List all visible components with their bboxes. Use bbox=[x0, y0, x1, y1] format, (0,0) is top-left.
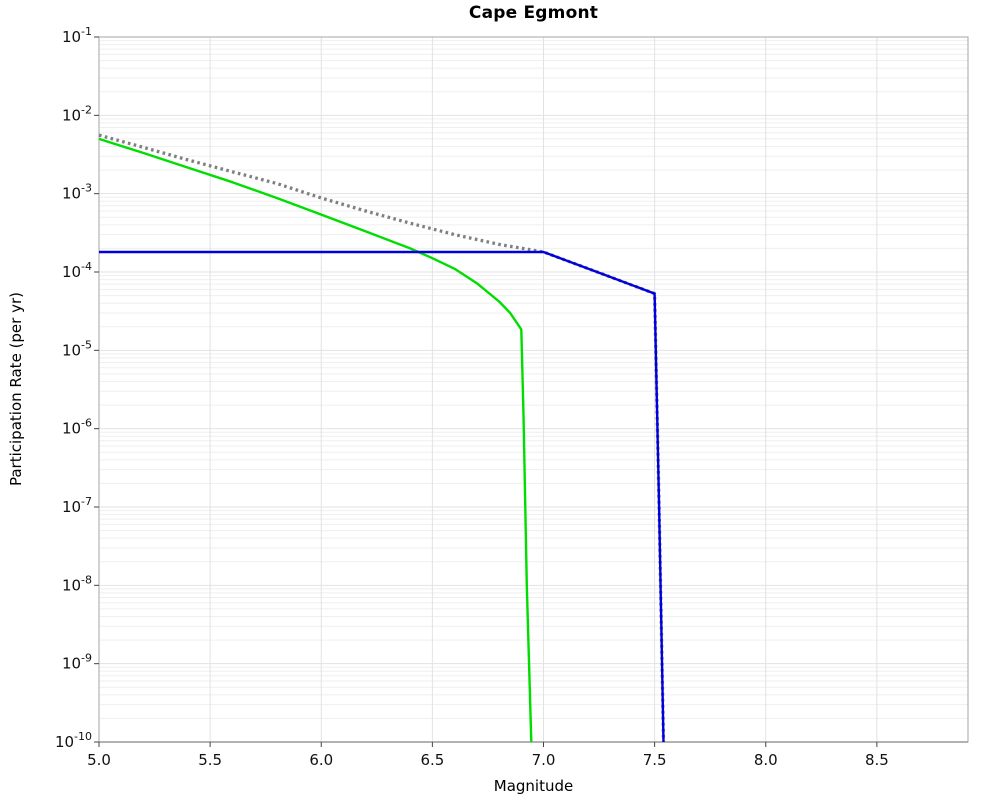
y-tick-label: 10-2 bbox=[62, 103, 92, 124]
y-tick-label: 10-5 bbox=[62, 338, 92, 359]
y-tick-label: 10-1 bbox=[62, 25, 92, 46]
y-tick-label: 10-3 bbox=[62, 182, 92, 203]
series-blue-solid-line bbox=[99, 250, 665, 743]
chart-title: Cape Egmont bbox=[468, 3, 599, 23]
y-tick-label: 10-4 bbox=[62, 260, 92, 281]
series-green-solid-line bbox=[98, 137, 533, 743]
axes-border bbox=[98, 36, 969, 743]
series-gray-dotted-line bbox=[98, 133, 666, 743]
x-tick-label: 7.5 bbox=[643, 751, 667, 769]
y-tick-label: 10-10 bbox=[55, 730, 92, 751]
x-tick-label: 5.5 bbox=[198, 751, 222, 769]
y-tick-label: 10-8 bbox=[62, 573, 92, 594]
x-tick-label: 7.0 bbox=[532, 751, 556, 769]
y-tick-label: 10-7 bbox=[62, 495, 92, 516]
y-tick-label: 10-9 bbox=[62, 652, 92, 673]
x-tick-label: 8.5 bbox=[865, 751, 889, 769]
x-axis-label: Magnitude bbox=[493, 777, 574, 795]
x-tick-label: 5.0 bbox=[87, 751, 111, 769]
y-tick-label: 10-6 bbox=[62, 417, 92, 438]
x-tick-label: 8.0 bbox=[754, 751, 778, 769]
x-tick-label: 6.5 bbox=[420, 751, 444, 769]
x-tick-label: 6.0 bbox=[309, 751, 333, 769]
